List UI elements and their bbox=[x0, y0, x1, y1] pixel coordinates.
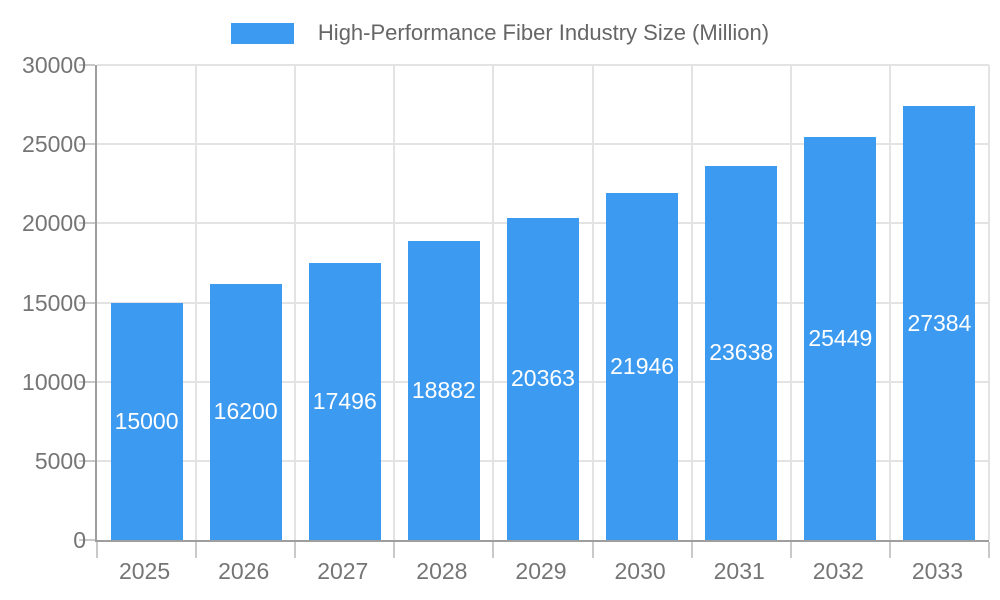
gridline-vertical bbox=[195, 65, 198, 540]
bar-2031[interactable]: 23638 bbox=[705, 165, 778, 540]
bar-value-label: 18882 bbox=[411, 377, 476, 404]
bar-slot: 15000 bbox=[97, 65, 196, 540]
y-axis-tick-label: 15000 bbox=[22, 289, 86, 316]
x-axis-tick bbox=[888, 542, 891, 558]
bar-value-label: 17496 bbox=[312, 387, 377, 414]
x-axis-tick bbox=[789, 542, 792, 558]
x-axis-tick-label: 2030 bbox=[614, 558, 666, 584]
y-axis-tick bbox=[79, 301, 95, 304]
y-axis-tick-label: 10000 bbox=[22, 368, 86, 395]
chart-legend: High-Performance Fiber Industry Size (Mi… bbox=[0, 20, 1000, 46]
bar-2030[interactable]: 21946 bbox=[606, 192, 679, 540]
x-axis-tick bbox=[96, 542, 98, 558]
gridline-horizontal bbox=[97, 64, 989, 66]
bar-value-label: 21946 bbox=[610, 352, 675, 379]
y-axis-tick-label: 30000 bbox=[22, 52, 86, 78]
bar-value-label: 15000 bbox=[114, 407, 179, 434]
y-axis-tick-label: 25000 bbox=[22, 131, 86, 158]
y-axis-tick bbox=[79, 64, 95, 66]
x-axis-tick bbox=[988, 542, 990, 558]
y-axis-tick bbox=[79, 539, 95, 541]
bar-value-label: 27384 bbox=[907, 309, 972, 336]
bar-2027[interactable]: 17496 bbox=[308, 262, 381, 540]
bar-value-label: 23638 bbox=[709, 339, 774, 366]
x-axis-tick bbox=[492, 542, 495, 558]
gridline-vertical bbox=[393, 65, 396, 540]
bars-layer: 15000 16200 17496 18882 20363 21946 23638 25449… bbox=[97, 65, 989, 540]
y-axis-tick bbox=[79, 459, 95, 462]
y-axis-tick bbox=[79, 380, 95, 383]
legend-item[interactable]: High-Performance Fiber Industry Size (Mi… bbox=[230, 20, 770, 46]
y-axis-tick-label: 5000 bbox=[34, 447, 86, 474]
x-axis-tick bbox=[294, 542, 297, 558]
bar-2025[interactable]: 15000 bbox=[110, 302, 183, 540]
y-axis-tick bbox=[79, 222, 95, 225]
legend-swatch-icon bbox=[230, 22, 294, 44]
bar-slot: 25449 bbox=[791, 65, 890, 540]
bar-value-label: 20363 bbox=[511, 365, 575, 392]
plot-area: 15000 16200 17496 18882 20363 21946 23638 25449… bbox=[79, 64, 990, 558]
x-axis-tick-label: 2031 bbox=[713, 558, 765, 584]
bar-slot: 27384 bbox=[890, 65, 989, 540]
bar-2033[interactable]: 27384 bbox=[903, 106, 976, 540]
x-axis-tick-label: 2025 bbox=[118, 558, 171, 584]
bar-2032[interactable]: 25449 bbox=[804, 137, 877, 540]
gridline-vertical bbox=[988, 65, 990, 540]
bar-2026[interactable]: 16200 bbox=[209, 283, 282, 540]
gridline-vertical bbox=[888, 65, 891, 540]
x-axis-labels: 2025 2026 2027 2028 2029 2030 2031 2032 2033 bbox=[95, 558, 987, 585]
x-axis-tick bbox=[195, 542, 198, 558]
gridline-vertical bbox=[789, 65, 792, 540]
y-axis-tick-label: 20000 bbox=[22, 210, 86, 237]
x-axis-tick-label: 2032 bbox=[812, 558, 864, 584]
bar-slot: 23638 bbox=[692, 65, 791, 540]
gridline-vertical bbox=[294, 65, 297, 540]
x-axis-tick-label: 2027 bbox=[317, 558, 369, 584]
bar-2029[interactable]: 20363 bbox=[506, 217, 579, 540]
gridline-vertical bbox=[690, 65, 693, 540]
y-axis-tick bbox=[79, 143, 95, 146]
gridline-horizontal bbox=[97, 143, 989, 146]
bar-slot: 21946 bbox=[593, 65, 692, 540]
gridline-vertical bbox=[591, 65, 594, 540]
bar-value-label: 25449 bbox=[808, 325, 873, 352]
gridline-vertical bbox=[492, 65, 495, 540]
x-axis-tick bbox=[393, 542, 396, 558]
x-axis-tick-label: 2033 bbox=[911, 558, 964, 584]
bar-slot: 17496 bbox=[295, 65, 394, 540]
x-axis-tick-label: 2026 bbox=[218, 558, 270, 584]
x-axis-tick-label: 2028 bbox=[416, 558, 468, 584]
y-axis-tick-label: 0 bbox=[73, 527, 86, 553]
bar-value-label: 16200 bbox=[213, 398, 278, 425]
bar-slot: 18882 bbox=[394, 65, 493, 540]
x-axis-tick bbox=[591, 542, 594, 558]
bar-slot: 16200 bbox=[196, 65, 295, 540]
bar-2028[interactable]: 18882 bbox=[407, 241, 480, 540]
x-axis-tick-label: 2029 bbox=[515, 558, 567, 584]
bar-slot: 20363 bbox=[493, 65, 592, 540]
legend-series-label: High-Performance Fiber Industry Size (Mi… bbox=[317, 20, 770, 45]
x-axis-tick bbox=[690, 542, 693, 558]
